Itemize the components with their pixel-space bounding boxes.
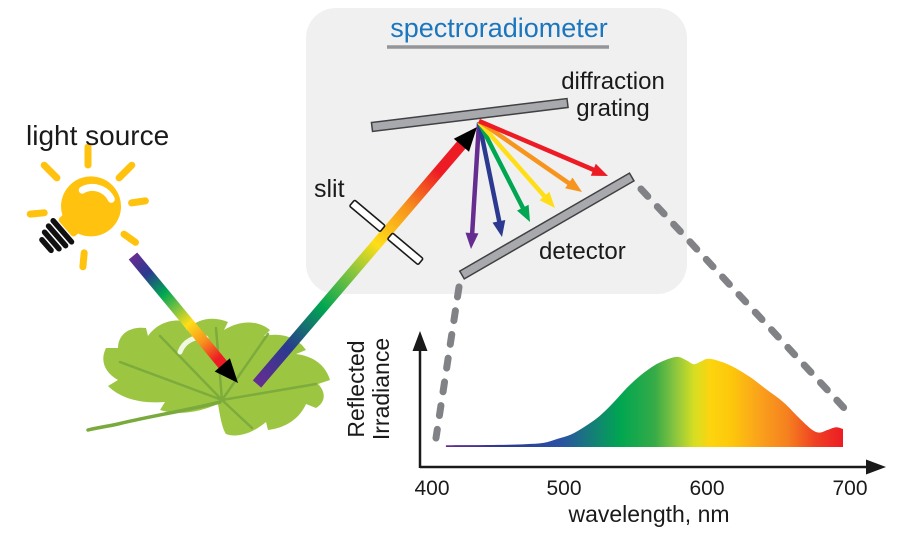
x-tick-400: 400 [414, 477, 450, 500]
dispersed-ray-orange-head [565, 177, 582, 192]
y-axis-label: Reflected Irradiance [343, 337, 394, 441]
bulb-rays [26, 143, 149, 271]
diffraction-grating-label-line1: diffraction [561, 68, 665, 95]
y-axis-label-line2: Irradiance [368, 337, 394, 441]
dispersed-ray-blue [476, 121, 503, 226]
slit-plates [349, 199, 424, 265]
leaf-graphic [86, 318, 330, 436]
incident-beam [128, 252, 229, 370]
x-tick-600: 600 [689, 477, 725, 500]
bulb-base-stripes [39, 217, 75, 254]
reflected-beam [252, 139, 468, 388]
dispersed-ray-yellow [477, 120, 548, 200]
dispersed-ray-purple-head [465, 232, 479, 249]
dispersed-ray-green [476, 120, 527, 212]
y-axis-label-line1: Reflected [343, 340, 369, 438]
x-axis-label: wavelength, nm [568, 501, 730, 527]
x-tick-500: 500 [546, 477, 582, 500]
x-tick-700: 700 [832, 477, 868, 500]
incident-beam-arrowhead [214, 358, 238, 383]
leaf-stem [86, 400, 222, 432]
spectrum-area [445, 356, 843, 447]
callout-dashed-line-right [637, 185, 849, 413]
dispersed-ray-purple [469, 122, 482, 237]
dispersed-ray-blue-head [492, 220, 506, 237]
detector-label: detector [539, 238, 626, 265]
y-axis-arrowhead [412, 331, 428, 351]
page-title: spectroradiometer [390, 13, 608, 43]
leaf-blade [103, 318, 330, 436]
dispersed-ray-red-head [590, 163, 608, 176]
dispersed-rays [465, 118, 608, 249]
dispersed-ray-yellow-head [539, 191, 555, 208]
detector-bar [458, 172, 636, 280]
x-axis-arrowhead [866, 459, 886, 475]
callout-dashed-line-left [432, 283, 463, 442]
slit-label: slit [314, 175, 345, 203]
reflected-beam-arrowhead [453, 127, 477, 152]
slit-plate-upper [349, 199, 386, 232]
diffraction-grating-label: diffraction grating [545, 68, 681, 122]
diffraction-grating-label-line2: grating [576, 95, 650, 122]
slit-plate-lower [387, 232, 424, 265]
light-source-label: light source [26, 120, 170, 151]
dispersed-ray-red [478, 118, 595, 173]
dispersed-ray-green-head [517, 204, 530, 222]
grating-bar [370, 97, 569, 133]
dispersed-ray-orange [477, 119, 572, 186]
light-bulb-icon [39, 176, 122, 254]
bulb-highlight [78, 184, 115, 203]
spectrum-chart [412, 331, 886, 475]
